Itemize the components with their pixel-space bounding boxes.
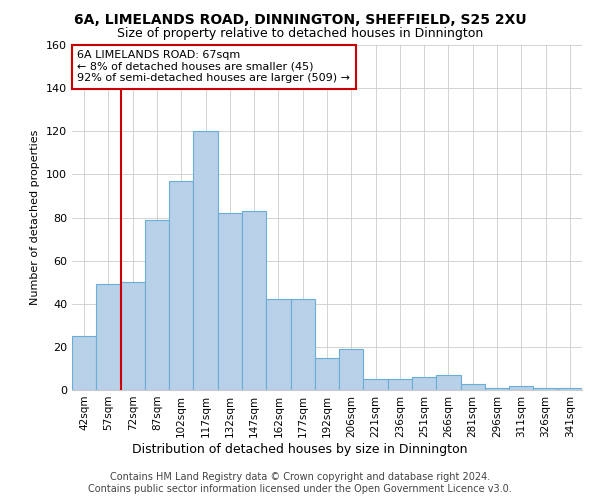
- Bar: [315, 358, 339, 390]
- Bar: [242, 211, 266, 390]
- Bar: [218, 213, 242, 390]
- Bar: [266, 300, 290, 390]
- Text: Contains public sector information licensed under the Open Government Licence v3: Contains public sector information licen…: [88, 484, 512, 494]
- Bar: [388, 379, 412, 390]
- Bar: [193, 131, 218, 390]
- Bar: [461, 384, 485, 390]
- Bar: [96, 284, 121, 390]
- Bar: [290, 300, 315, 390]
- Bar: [533, 388, 558, 390]
- Text: Distribution of detached houses by size in Dinnington: Distribution of detached houses by size …: [132, 442, 468, 456]
- Bar: [412, 377, 436, 390]
- Text: 6A LIMELANDS ROAD: 67sqm
← 8% of detached houses are smaller (45)
92% of semi-de: 6A LIMELANDS ROAD: 67sqm ← 8% of detache…: [77, 50, 350, 84]
- Bar: [169, 181, 193, 390]
- Bar: [558, 388, 582, 390]
- Y-axis label: Number of detached properties: Number of detached properties: [31, 130, 40, 305]
- Bar: [436, 375, 461, 390]
- Text: Contains HM Land Registry data © Crown copyright and database right 2024.: Contains HM Land Registry data © Crown c…: [110, 472, 490, 482]
- Text: 6A, LIMELANDS ROAD, DINNINGTON, SHEFFIELD, S25 2XU: 6A, LIMELANDS ROAD, DINNINGTON, SHEFFIEL…: [74, 12, 526, 26]
- Bar: [145, 220, 169, 390]
- Bar: [121, 282, 145, 390]
- Bar: [364, 379, 388, 390]
- Bar: [485, 388, 509, 390]
- Bar: [509, 386, 533, 390]
- Text: Size of property relative to detached houses in Dinnington: Size of property relative to detached ho…: [117, 28, 483, 40]
- Bar: [339, 349, 364, 390]
- Bar: [72, 336, 96, 390]
